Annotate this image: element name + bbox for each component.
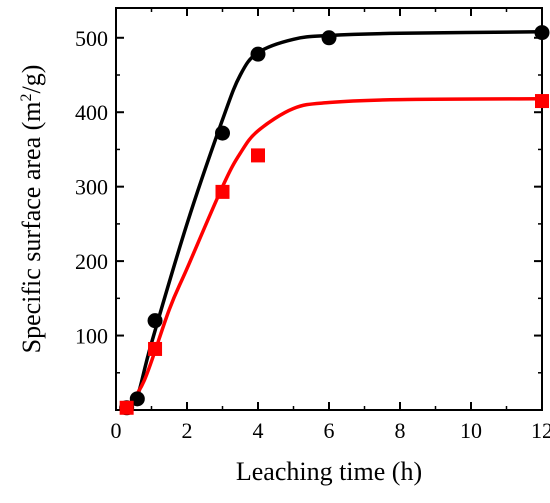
series-2-point <box>535 94 549 109</box>
y-axis: 100 200 300 400 500 <box>75 26 542 374</box>
series-2-point <box>148 341 163 356</box>
x-axis: 0 2 4 6 8 10 12 <box>111 8 550 443</box>
series-1-curve <box>124 30 544 410</box>
x-axis-title: Leaching time (h) <box>236 457 422 486</box>
series-1-point <box>534 25 550 41</box>
y-axis-title-unit: /g) <box>17 65 46 94</box>
x-tick-label: 10 <box>460 418 482 443</box>
x-tick-label: 4 <box>253 418 264 443</box>
series-1-point <box>250 46 266 62</box>
y-tick-label: 200 <box>75 249 108 274</box>
y-tick-label: 400 <box>75 100 108 125</box>
plot-border <box>115 7 543 411</box>
series-1-point <box>215 125 230 141</box>
y-axis-title-superscript: 2 <box>18 93 35 101</box>
x-tick-label: 8 <box>395 418 406 443</box>
series-2-curve <box>124 97 544 410</box>
x-tick-label: 6 <box>324 418 335 443</box>
series-2-point <box>119 400 134 415</box>
y-tick-label: 500 <box>75 26 108 51</box>
y-axis-title: Specific surface area (m2/g) <box>17 65 46 354</box>
series-1-point <box>321 30 337 46</box>
x-tick-label: 2 <box>182 418 193 443</box>
x-tick-label: 12 <box>531 418 550 443</box>
y-tick-label: 100 <box>75 324 108 349</box>
plot-frame <box>115 7 543 411</box>
y-tick-label: 300 <box>75 175 108 200</box>
x-tick-label: 0 <box>111 418 122 443</box>
series-2-point <box>215 184 230 199</box>
series-2-point <box>251 148 265 163</box>
series-layer <box>119 25 550 416</box>
y-axis-title-main: Specific surface area (m <box>17 101 46 353</box>
series-1-point <box>147 313 163 329</box>
